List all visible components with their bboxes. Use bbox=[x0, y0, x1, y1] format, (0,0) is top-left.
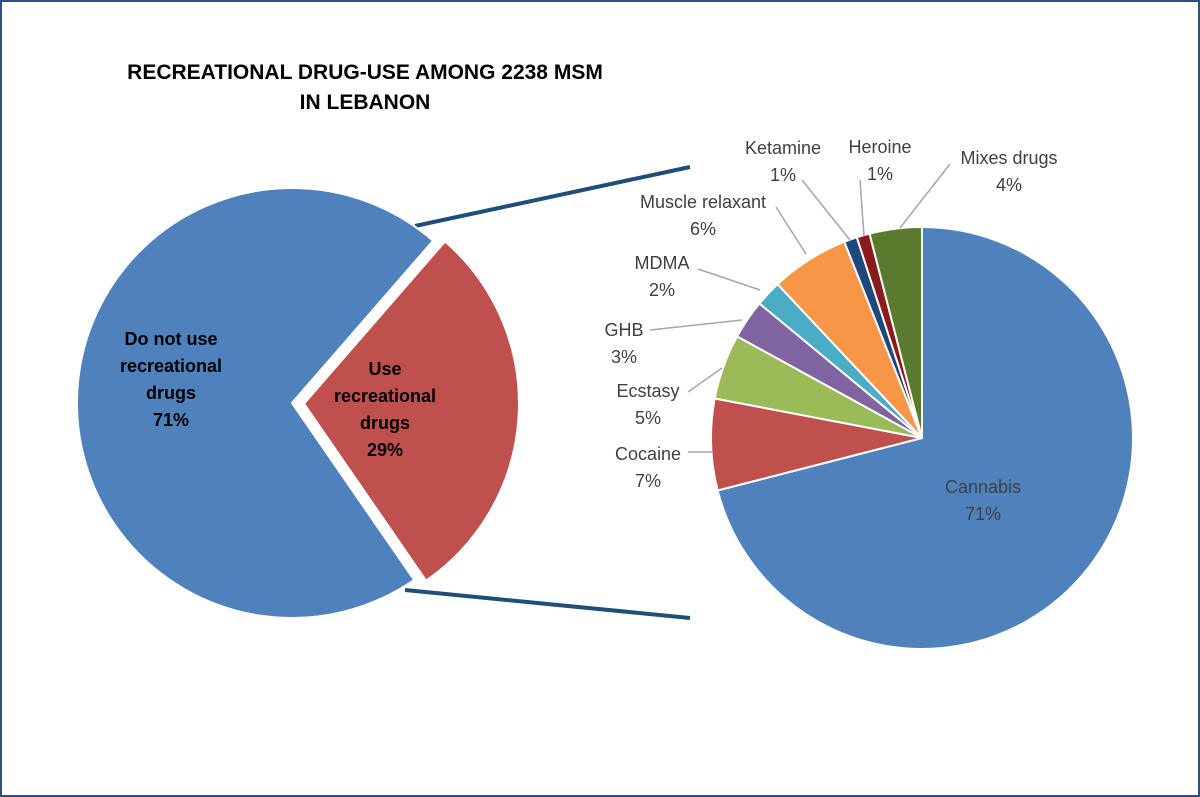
slice-use-recreational-drugs bbox=[302, 239, 520, 583]
data-labels: Do not use recreational drugs 71% Use recreat… bbox=[120, 137, 1058, 524]
label-muscle-relaxant: Muscle relaxant 6% bbox=[640, 192, 766, 239]
slice-do-not-use-recreational-drugs bbox=[76, 187, 435, 619]
leader-lines bbox=[649, 163, 951, 453]
main-pie bbox=[76, 187, 520, 619]
connector-line-top bbox=[414, 165, 691, 228]
leader-line-mdma bbox=[697, 268, 761, 291]
label-use-recreational-drugs: Use recreational drugs 29% bbox=[334, 359, 436, 460]
label-cannabis: Cannabis 71% bbox=[945, 477, 1021, 524]
leader-line-ketamine bbox=[801, 179, 851, 241]
label-heroine: Heroine 1% bbox=[848, 137, 911, 184]
leader-line-mixes-drugs bbox=[899, 163, 951, 229]
slice-mixes-drugs bbox=[868, 225, 923, 439]
label-ecstasy: Ecstasy 5% bbox=[616, 381, 679, 428]
chart-title: RECREATIONAL DRUG-USE AMONG 2238 MSM IN … bbox=[60, 58, 670, 118]
slice-cannabis bbox=[716, 225, 1134, 650]
leader-line-muscle-relaxant bbox=[775, 206, 807, 255]
label-ghb: GHB 3% bbox=[604, 320, 643, 367]
connector-lines bbox=[404, 165, 691, 620]
connector-line-bottom bbox=[404, 588, 691, 620]
label-do-not-use-recreational-drugs: Do not use recreational drugs 71% bbox=[120, 329, 222, 430]
leader-line-ghb bbox=[649, 319, 743, 331]
leader-line-heroine bbox=[859, 179, 865, 237]
leader-line-ecstasy bbox=[687, 367, 723, 393]
chart-title-line-2: IN LEBANON bbox=[299, 91, 431, 114]
chart-title-line-1: RECREATIONAL DRUG-USE AMONG 2238 MSM bbox=[127, 61, 603, 84]
label-ketamine: Ketamine 1% bbox=[745, 138, 821, 185]
label-mdma: MDMA 2% bbox=[635, 253, 690, 300]
label-cocaine: Cocaine 7% bbox=[615, 444, 681, 491]
sub-pie bbox=[710, 225, 1134, 650]
label-mixes-drugs: Mixes drugs 4% bbox=[960, 148, 1057, 195]
